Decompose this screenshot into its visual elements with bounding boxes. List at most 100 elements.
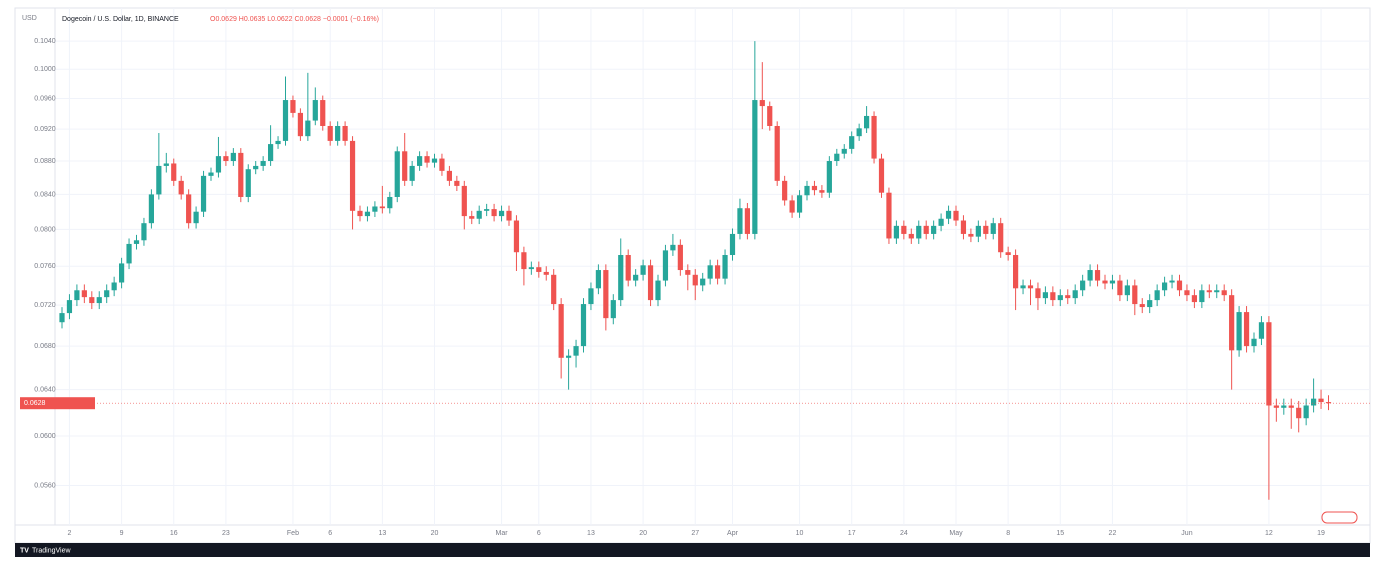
y-tick-label: 0.1040 [34, 38, 56, 45]
candle-body [461, 185, 467, 217]
x-tick-label: 8 [1006, 530, 1010, 537]
candle-body [759, 100, 765, 107]
candle-body [573, 346, 579, 356]
candle-body [89, 297, 95, 304]
candle-body [178, 180, 184, 195]
candle-body [372, 206, 378, 212]
candle-body [1258, 322, 1265, 339]
candle-body [655, 280, 661, 301]
candle-body [268, 144, 274, 162]
candle-body [722, 255, 728, 279]
candle-body [1318, 398, 1324, 403]
candle-body [148, 194, 154, 224]
candle-body [826, 161, 832, 193]
candle-body [327, 125, 333, 141]
x-tick-label: 15 [1056, 530, 1064, 537]
x-tick-label: 20 [431, 530, 439, 537]
candle-body [357, 210, 363, 217]
candle-body [1094, 270, 1101, 281]
x-tick-label: May [949, 530, 963, 537]
candle-body [409, 165, 415, 181]
candle-body [491, 209, 497, 217]
candle-body [111, 282, 117, 291]
candle-body [908, 233, 914, 239]
candle-body [707, 265, 713, 279]
y-tick-label: 0.0880 [34, 158, 56, 165]
candle-body [1221, 290, 1227, 296]
last-price-label: 0.0628 [24, 400, 46, 407]
candle-body [1117, 280, 1123, 296]
candle-body [610, 300, 616, 319]
candle-body [767, 106, 773, 126]
candle-body [595, 270, 601, 289]
candle-body [215, 156, 222, 173]
candle-body [513, 220, 520, 253]
candle-body [156, 165, 162, 195]
candle-body [1176, 280, 1183, 291]
candle-body [536, 267, 542, 272]
candle-body [402, 151, 408, 181]
candle-body [804, 185, 810, 196]
candle-body [893, 225, 899, 239]
candle-body [200, 175, 207, 212]
candle-body [1132, 285, 1138, 305]
candle-body [931, 225, 937, 234]
candle-body [1266, 322, 1272, 406]
y-tick-label: 0.0760 [34, 263, 56, 270]
candle-body [983, 225, 989, 234]
candle-body [394, 151, 400, 197]
candle-body [439, 158, 445, 171]
candle-body [618, 255, 624, 301]
candle-body [424, 156, 430, 163]
candle-body [1325, 402, 1332, 404]
candle-body [774, 125, 780, 181]
candle-body [141, 223, 147, 241]
candle-body [1102, 280, 1108, 284]
candle-body [96, 297, 102, 304]
candle-body [230, 152, 236, 162]
candle-body [1303, 405, 1309, 419]
x-tick-label: Feb [287, 530, 299, 537]
candle-body [282, 100, 289, 141]
last-price-box [20, 397, 95, 410]
candle-body [1005, 252, 1011, 256]
candle-body [729, 233, 736, 256]
y-tick-label: 0.0720 [34, 302, 56, 309]
candle-body [1109, 280, 1116, 284]
candle-body [923, 225, 929, 234]
x-tick-label: 9 [120, 530, 124, 537]
candle-body [1251, 338, 1257, 347]
y-tick-label: 0.0800 [34, 226, 56, 233]
candle-body [476, 210, 482, 219]
y-tick-label: 0.1000 [34, 66, 56, 73]
candle-body [916, 225, 922, 239]
candle-body [364, 211, 371, 217]
x-tick-label: 16 [170, 530, 178, 537]
candle-body [290, 100, 296, 113]
candle-body [886, 192, 892, 239]
candle-body [1199, 290, 1205, 303]
candle-body [856, 128, 862, 137]
x-tick-label: Jun [1181, 530, 1192, 537]
candle-body [685, 270, 691, 275]
candle-body [297, 112, 303, 137]
x-tick-label: 19 [1317, 530, 1325, 537]
candle-body [1273, 405, 1279, 408]
candle-body [566, 355, 572, 358]
x-tick-label: 13 [378, 530, 386, 537]
candle-body [782, 180, 788, 201]
x-tick-label: 2 [67, 530, 71, 537]
candle-body [580, 304, 587, 347]
candle-body [1206, 290, 1212, 293]
candle-body [878, 158, 885, 193]
x-tick-label: Mar [496, 530, 509, 537]
candle-body [1296, 407, 1302, 419]
candle-body [968, 233, 974, 237]
candle-body [1311, 398, 1317, 406]
candle-body [74, 290, 80, 301]
candle-body [417, 156, 423, 166]
candle-body [454, 180, 460, 186]
candle-body [796, 195, 803, 213]
candle-body [640, 265, 646, 275]
